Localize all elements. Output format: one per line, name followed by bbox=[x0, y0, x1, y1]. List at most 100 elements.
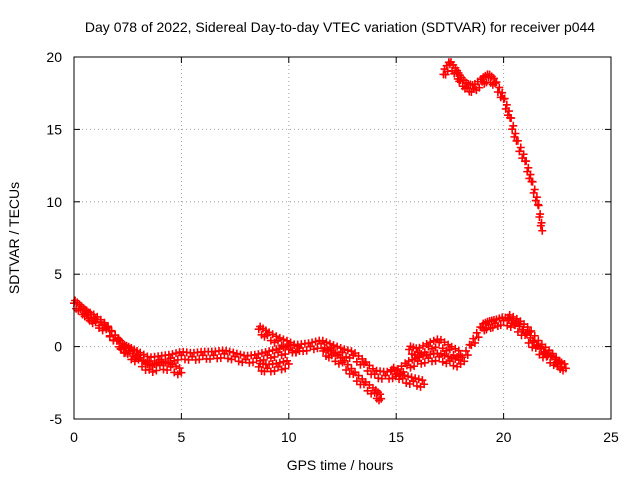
data-point-interp bbox=[488, 323, 497, 332]
data-point-interp bbox=[236, 350, 245, 359]
x-tick-label: 25 bbox=[603, 429, 619, 445]
data-point-interp bbox=[526, 170, 535, 179]
x-tick-label: 10 bbox=[281, 429, 297, 445]
data-point-interp bbox=[509, 121, 518, 130]
series-branch3 bbox=[319, 344, 386, 405]
data-point-interp bbox=[537, 218, 546, 227]
data-point-interp bbox=[100, 318, 109, 327]
data-point-interp bbox=[532, 341, 541, 350]
data-point-interp bbox=[277, 365, 286, 374]
data-point-interp bbox=[222, 346, 231, 355]
data-point-interp bbox=[516, 143, 525, 152]
data-point bbox=[377, 394, 386, 403]
data-point bbox=[413, 348, 422, 357]
data-point-interp bbox=[340, 345, 349, 354]
data-point-interp bbox=[431, 356, 440, 365]
x-tick-label: 15 bbox=[388, 429, 404, 445]
data-point-interp bbox=[412, 381, 421, 390]
data-point bbox=[112, 336, 121, 345]
data-point-interp bbox=[528, 177, 537, 186]
series-branch5 bbox=[405, 335, 465, 361]
data-point-interp bbox=[333, 342, 342, 351]
data-point-interp bbox=[523, 323, 532, 332]
data-point-interp bbox=[168, 350, 177, 359]
data-point-interp bbox=[309, 345, 318, 354]
data-point bbox=[177, 368, 186, 377]
data-point-interp bbox=[343, 346, 352, 355]
data-point-interp bbox=[172, 349, 181, 358]
data-point-interp bbox=[502, 100, 511, 109]
data-point-interp bbox=[322, 338, 331, 347]
series-branch1 bbox=[254, 322, 304, 357]
grid bbox=[74, 57, 611, 419]
data-point-interp bbox=[460, 357, 469, 366]
data-point-interp bbox=[472, 328, 481, 337]
data-point-interp bbox=[475, 83, 484, 92]
data-point-interp bbox=[152, 366, 161, 375]
data-point-interp bbox=[507, 114, 516, 123]
data-point-interp bbox=[420, 348, 429, 357]
data-point-interp bbox=[293, 342, 302, 351]
data-point-interp bbox=[555, 357, 564, 366]
data-series bbox=[70, 58, 570, 405]
series-branch6 bbox=[503, 310, 566, 371]
data-point-interp bbox=[308, 338, 317, 347]
data-point-interp bbox=[334, 359, 343, 368]
data-point-interp bbox=[279, 357, 288, 366]
data-point-interp bbox=[272, 332, 281, 341]
data-point-interp bbox=[513, 136, 522, 145]
data-point-interp bbox=[130, 357, 139, 366]
data-point-interp bbox=[270, 338, 279, 347]
data-point-interp bbox=[431, 343, 440, 352]
data-point-interp bbox=[482, 325, 491, 334]
data-point-interp bbox=[229, 348, 238, 357]
data-point-interp bbox=[150, 359, 159, 368]
data-point-interp bbox=[266, 353, 275, 362]
data-point-interp bbox=[515, 147, 524, 156]
data-point-interp bbox=[342, 366, 351, 375]
data-point-interp bbox=[318, 336, 327, 345]
data-point-interp bbox=[275, 333, 284, 342]
data-point-interp bbox=[143, 360, 152, 369]
data-point bbox=[538, 226, 547, 235]
data-point-interp bbox=[195, 355, 204, 364]
data-point-interp bbox=[404, 357, 413, 366]
data-point-interp bbox=[302, 346, 311, 355]
data-point-interp bbox=[376, 390, 385, 399]
data-point-interp bbox=[449, 361, 458, 370]
data-point-interp bbox=[503, 321, 512, 330]
data-point-interp bbox=[438, 357, 447, 366]
y-tick-label: -5 bbox=[50, 411, 63, 427]
data-point-interp bbox=[453, 352, 462, 361]
data-point-interp bbox=[281, 364, 290, 373]
data-point-interp bbox=[474, 333, 483, 342]
data-point-interp bbox=[418, 376, 427, 385]
data-point-interp bbox=[311, 337, 320, 346]
data-point-interp bbox=[462, 346, 471, 355]
data-point-interp bbox=[504, 107, 513, 116]
data-point-interp bbox=[429, 336, 438, 345]
data-point-interp bbox=[275, 358, 284, 367]
data-point-interp bbox=[270, 352, 279, 361]
data-point-interp bbox=[270, 366, 279, 375]
data-point-interp bbox=[336, 344, 345, 353]
data-point-interp bbox=[498, 88, 507, 97]
x-tick-label: 0 bbox=[70, 429, 78, 445]
data-point-interp bbox=[511, 321, 520, 330]
data-point-interp bbox=[313, 344, 322, 353]
data-point bbox=[491, 79, 500, 88]
y-tick-label: 5 bbox=[54, 266, 62, 282]
data-point-interp bbox=[420, 358, 429, 367]
data-point bbox=[102, 323, 111, 332]
data-point-interp bbox=[411, 374, 420, 383]
data-point-interp bbox=[104, 322, 113, 331]
y-tick-label: 20 bbox=[46, 49, 62, 65]
data-point-interp bbox=[340, 356, 349, 365]
data-point-interp bbox=[426, 338, 435, 347]
data-point-interp bbox=[428, 344, 436, 353]
data-point-interp bbox=[291, 348, 300, 357]
data-point-interp bbox=[225, 347, 234, 356]
data-point-interp bbox=[402, 379, 411, 388]
data-point bbox=[198, 351, 207, 360]
